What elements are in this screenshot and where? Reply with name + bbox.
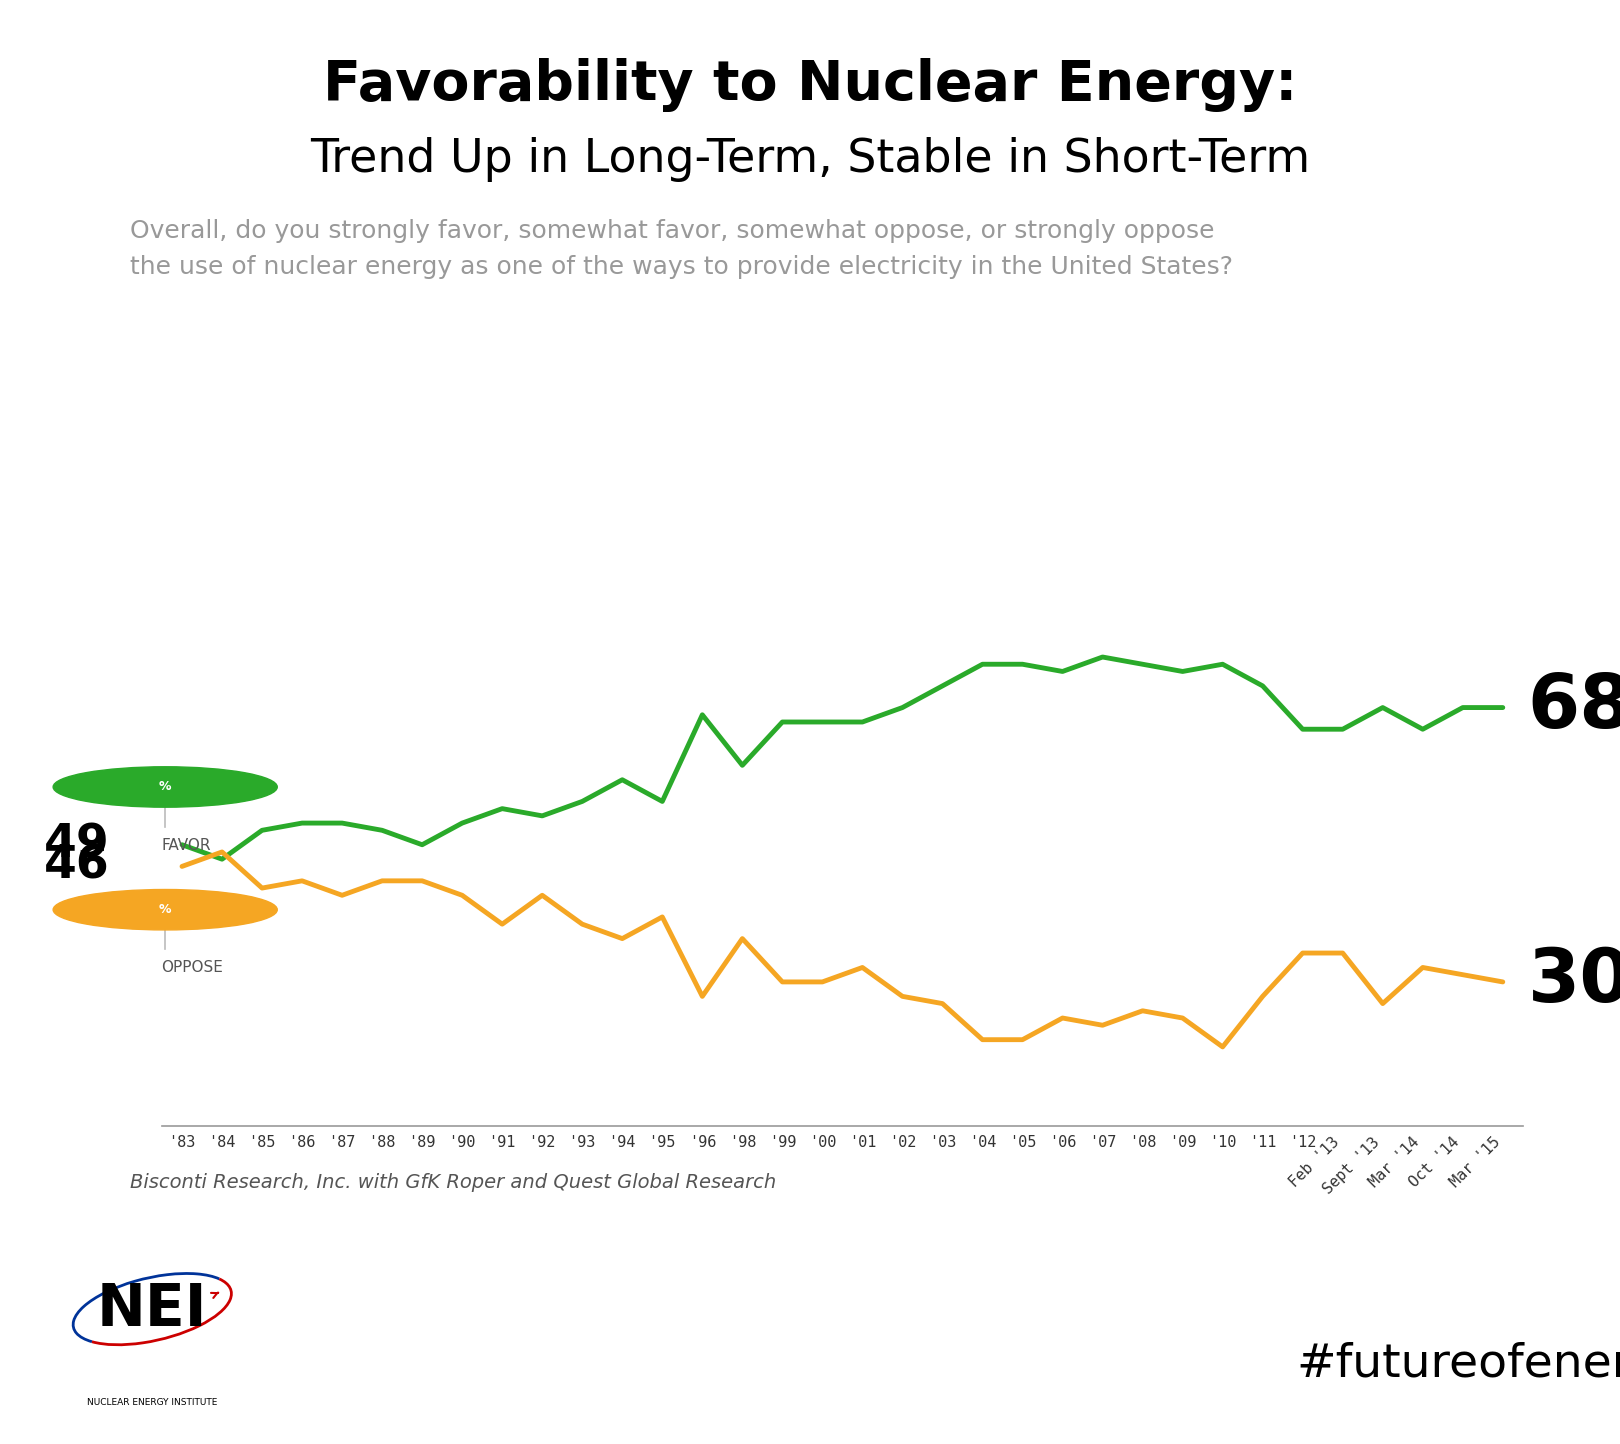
- Text: 30: 30: [1528, 946, 1620, 1018]
- Text: NEI: NEI: [97, 1281, 207, 1337]
- Circle shape: [53, 767, 277, 807]
- Text: 68: 68: [1528, 671, 1620, 744]
- Circle shape: [53, 890, 277, 930]
- Text: %: %: [159, 902, 172, 917]
- Text: Trend Up in Long-Term, Stable in Short-Term: Trend Up in Long-Term, Stable in Short-T…: [309, 137, 1311, 182]
- Text: OPPOSE: OPPOSE: [162, 960, 224, 975]
- Text: 49: 49: [44, 822, 110, 868]
- Text: Bisconti Research, Inc. with GfK Roper and Quest Global Research: Bisconti Research, Inc. with GfK Roper a…: [130, 1173, 776, 1191]
- Text: FAVOR: FAVOR: [162, 838, 211, 852]
- Text: #futureofenergy: #futureofenergy: [1296, 1341, 1620, 1388]
- Text: Overall, do you strongly favor, somewhat favor, somewhat oppose, or strongly opp: Overall, do you strongly favor, somewhat…: [130, 219, 1233, 279]
- Text: %: %: [159, 780, 172, 794]
- Text: NUCLEAR ENERGY INSTITUTE: NUCLEAR ENERGY INSTITUTE: [87, 1398, 217, 1408]
- Text: Favorability to Nuclear Energy:: Favorability to Nuclear Energy:: [322, 58, 1298, 111]
- Text: 46: 46: [44, 843, 110, 890]
